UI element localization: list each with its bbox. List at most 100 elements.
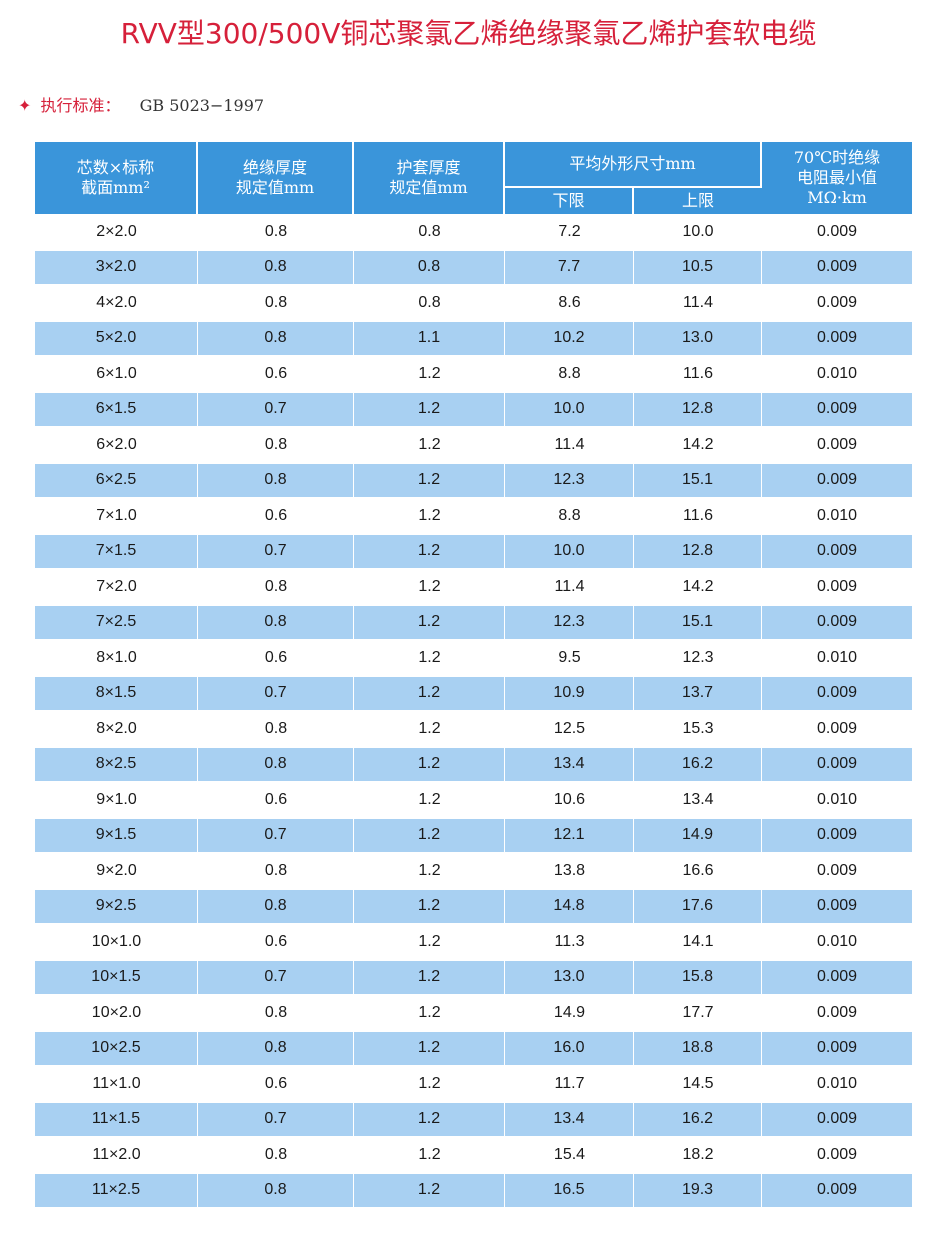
cell-sheath-thickness: 1.2 [418,790,441,808]
cell-insulation-resistance: 0.009 [762,675,913,711]
header-upper-limit: 上限 [634,186,763,214]
cell-insulation-thickness: 0.7 [198,675,354,711]
cell-cores-section: 9×2.5 [35,888,198,924]
cell-cores-section: 8×1.5 [35,675,198,711]
cell-insulation-resistance: 0.009 [762,746,913,782]
cell-lower-limit: 13.0 [505,959,634,995]
cell-sheath-thickness: 1.2 [418,1074,441,1092]
cell-upper-limit: 11.6 [683,506,713,524]
cell-lower-limit: 8.8 [558,506,581,524]
page-title: RVV型300/500V铜芯聚氯乙烯绝缘聚氯乙烯护套软电缆 [120,17,817,50]
standard-label: 执行标准： [40,96,121,115]
cell-insulation-thickness: 0.8 [264,861,288,879]
cell-insulation-resistance: 0.009 [816,861,858,879]
cell-insulation-thickness: 0.6 [264,364,288,382]
cell-insulation-resistance: 0.010 [816,1074,858,1092]
cell-sheath-thickness: 1.2 [354,391,505,427]
table-row: 9×2.0 0.8 1.2 13.8 16.6 0.009 [35,853,912,889]
cell-lower-limit: 14.9 [553,1003,586,1021]
cell-sheath-thickness: 1.2 [418,861,441,879]
cell-upper-limit: 14.1 [682,932,714,950]
cell-insulation-thickness: 0.7 [198,1101,354,1137]
cell-upper-limit: 13.4 [682,790,714,808]
cell-lower-limit: 15.4 [553,1145,586,1163]
cell-upper-limit: 15.3 [682,719,714,737]
cell-upper-limit: 14.5 [682,1074,714,1092]
cell-insulation-resistance: 0.009 [762,1030,913,1066]
cell-cores-section: 4×2.0 [96,293,137,311]
table-row: 6×2.5 0.8 1.2 12.3 15.1 0.009 [35,462,913,498]
cell-lower-limit: 9.5 [558,648,581,666]
cell-insulation-thickness: 0.6 [264,506,288,524]
cell-upper-limit: 16.6 [682,861,714,879]
cell-cores-section: 6×2.0 [96,435,137,453]
table-row: 11×1.5 0.7 1.2 13.4 16.2 0.009 [35,1101,913,1137]
star-icon: ✦ [18,96,32,115]
cell-sheath-thickness: 0.8 [418,293,441,311]
table-row: 10×1.0 0.6 1.2 11.3 14.1 0.010 [35,924,912,960]
cell-lower-limit: 10.9 [505,675,634,711]
table-row: 6×2.0 0.8 1.2 11.4 14.2 0.009 [35,427,912,463]
cell-upper-limit: 18.8 [634,1030,763,1066]
cell-insulation-thickness: 0.8 [198,462,354,498]
cell-insulation-thickness: 0.8 [264,1003,288,1021]
cell-upper-limit: 13.7 [634,675,763,711]
cell-upper-limit: 14.2 [682,577,714,595]
cell-cores-section: 3×2.0 [35,249,198,285]
cell-insulation-resistance: 0.009 [762,249,913,285]
cell-sheath-thickness: 1.2 [354,1030,505,1066]
cell-cores-section: 10×1.5 [35,959,198,995]
cell-insulation-resistance: 0.009 [762,1101,913,1137]
cell-lower-limit: 16.5 [505,1172,634,1208]
table-row: 11×2.5 0.8 1.2 16.5 19.3 0.009 [35,1172,913,1208]
cell-sheath-thickness: 1.2 [354,1172,505,1208]
cell-insulation-thickness: 0.6 [264,648,288,666]
cell-sheath-thickness: 1.2 [418,932,441,950]
cell-insulation-thickness: 0.8 [198,604,354,640]
cell-cores-section: 11×1.5 [35,1101,198,1137]
cell-cores-section: 8×2.0 [96,719,137,737]
cell-lower-limit: 12.3 [505,604,634,640]
cell-upper-limit: 18.2 [682,1145,714,1163]
table-row: 8×2.5 0.8 1.2 13.4 16.2 0.009 [35,746,913,782]
cell-lower-limit: 7.2 [558,222,581,240]
cell-insulation-thickness: 0.7 [198,959,354,995]
table-row: 2×2.0 0.8 0.8 7.2 10.0 0.009 [35,214,912,250]
cell-sheath-thickness: 1.2 [354,533,505,569]
table-row: 9×1.5 0.7 1.2 12.1 14.9 0.009 [35,817,913,853]
table-row: 7×1.5 0.7 1.2 10.0 12.8 0.009 [35,533,913,569]
cell-upper-limit: 11.4 [683,293,713,311]
cell-cores-section: 6×1.5 [35,391,198,427]
cell-sheath-thickness: 0.8 [418,222,441,240]
cell-insulation-thickness: 0.6 [264,790,288,808]
cell-upper-limit: 16.2 [634,746,763,782]
cell-insulation-resistance: 0.009 [762,959,913,995]
cell-insulation-thickness: 0.8 [198,1172,354,1208]
cell-cores-section: 7×2.0 [96,577,137,595]
cell-lower-limit: 13.4 [505,746,634,782]
cell-cores-section: 11×2.0 [92,1145,141,1163]
cell-sheath-thickness: 0.8 [354,249,505,285]
cell-insulation-resistance: 0.009 [762,320,913,356]
header-sheath-thickness: 护套厚度 规定值mm [354,142,505,214]
cell-insulation-thickness: 0.7 [198,533,354,569]
cell-insulation-thickness: 0.6 [264,932,288,950]
cell-lower-limit: 11.7 [554,1074,585,1092]
cell-insulation-resistance: 0.010 [816,648,858,666]
cell-insulation-thickness: 0.8 [264,577,288,595]
cell-cores-section: 7×1.5 [35,533,198,569]
cell-cores-section: 9×1.0 [96,790,137,808]
cell-upper-limit: 17.6 [634,888,763,924]
cell-sheath-thickness: 1.2 [418,1003,441,1021]
header-lower-limit: 下限 [505,186,634,214]
cell-cores-section: 10×2.5 [35,1030,198,1066]
cell-insulation-thickness: 0.8 [198,320,354,356]
table-row: 6×1.5 0.7 1.2 10.0 12.8 0.009 [35,391,913,427]
cell-sheath-thickness: 1.2 [354,817,505,853]
cell-upper-limit: 15.1 [634,462,763,498]
cell-upper-limit: 15.8 [634,959,763,995]
standard-value: GB 5023−1997 [139,96,265,115]
cell-lower-limit: 11.4 [554,435,585,453]
cell-upper-limit: 13.0 [634,320,763,356]
cell-insulation-thickness: 0.8 [264,719,288,737]
